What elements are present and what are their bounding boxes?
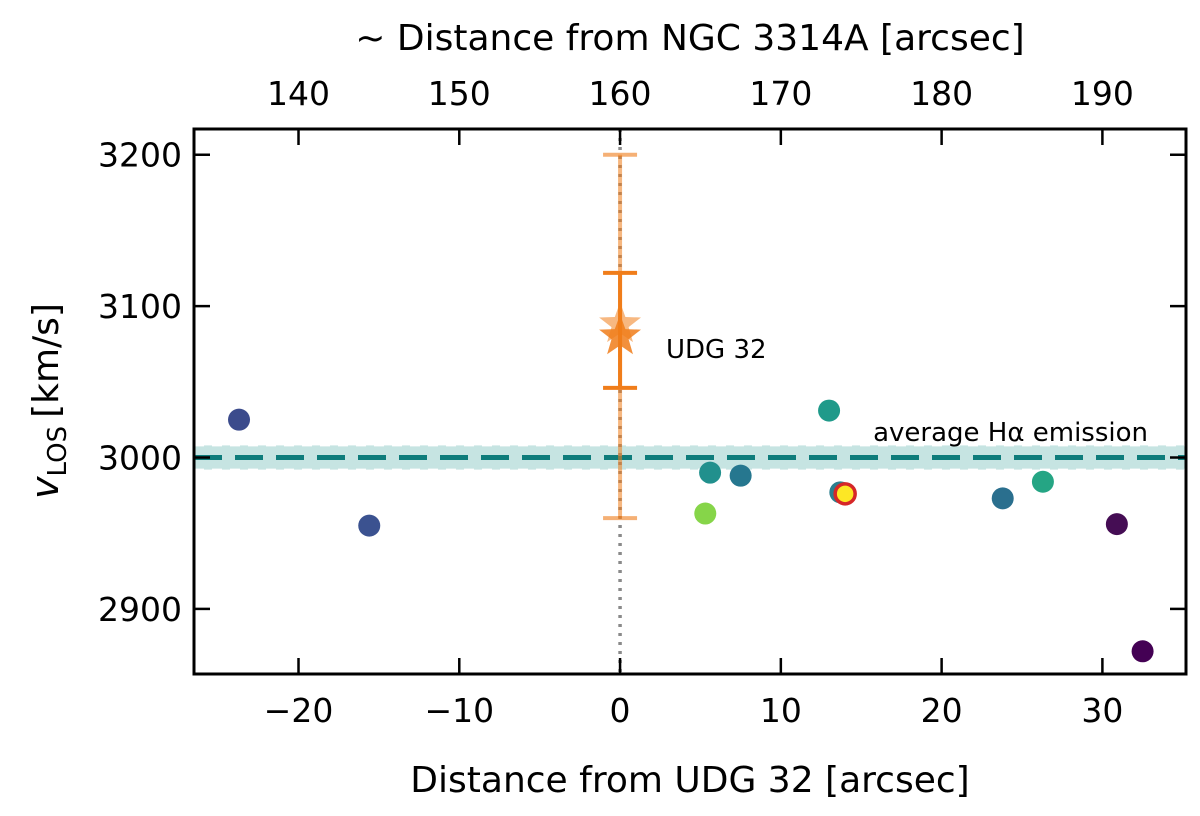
target-label: UDG 32: [666, 335, 767, 365]
data-point-11: [1131, 640, 1154, 663]
ticks-layer: −20 −10 0 10 20 30 140 150 160 170 180 190 2900 3000 3…: [98, 74, 1186, 730]
y-axis-title-sub: LOS: [43, 426, 73, 477]
data-point-2: [694, 502, 717, 525]
target-layer: [599, 152, 641, 521]
data-point-3: [699, 461, 722, 484]
x-tick-label-3: 10: [760, 691, 802, 730]
x2-tick-label-2: 160: [589, 74, 652, 113]
y-tick-label-1: 3000: [98, 439, 182, 478]
data-point-4: [729, 464, 752, 487]
x2-tick-label-0: 140: [267, 74, 330, 113]
data-point-5: [818, 399, 841, 422]
data-point-0: [228, 408, 251, 431]
x-tick-label-0: −20: [264, 691, 334, 730]
x2-tick-label-4: 180: [910, 74, 973, 113]
reference-line-label: average Hα emission: [873, 418, 1148, 448]
reference-band-layer: [194, 129, 1186, 674]
x2-axis-title: ~ Distance from NGC 3314A [arcsec]: [355, 18, 1024, 59]
y-axis-title-unit: [km/s]: [26, 303, 67, 418]
x-tick-label-4: 20: [921, 691, 963, 730]
x-tick-label-5: 30: [1081, 691, 1123, 730]
x2-tick-label-1: 150: [428, 74, 491, 113]
x-axis-title: Distance from UDG 32 [arcsec]: [410, 760, 969, 801]
data-point-10: [1105, 513, 1128, 536]
data-point-9: [1031, 470, 1054, 493]
target-star-marker: [599, 314, 641, 355]
plot-frame: [192, 127, 1188, 676]
x-tick-label-2: 0: [610, 691, 631, 730]
points-layer: [228, 399, 1154, 663]
data-point-8: [991, 487, 1014, 510]
y-tick-label-2: 3100: [98, 287, 182, 326]
y-tick-label-3: 3200: [98, 136, 182, 175]
data-point-1: [358, 514, 381, 537]
x-tick-label-1: −10: [424, 691, 494, 730]
y-tick-label-0: 2900: [98, 590, 182, 629]
x2-tick-label-5: 190: [1071, 74, 1134, 113]
x2-tick-label-3: 170: [749, 74, 812, 113]
y-axis-title-main: v: [23, 476, 67, 499]
data-point-7: [833, 482, 857, 506]
y-axis-title: vLOS [km/s]: [23, 303, 73, 499]
svg-text:vLOS[km/s]: vLOS [km/s]: [23, 303, 73, 499]
